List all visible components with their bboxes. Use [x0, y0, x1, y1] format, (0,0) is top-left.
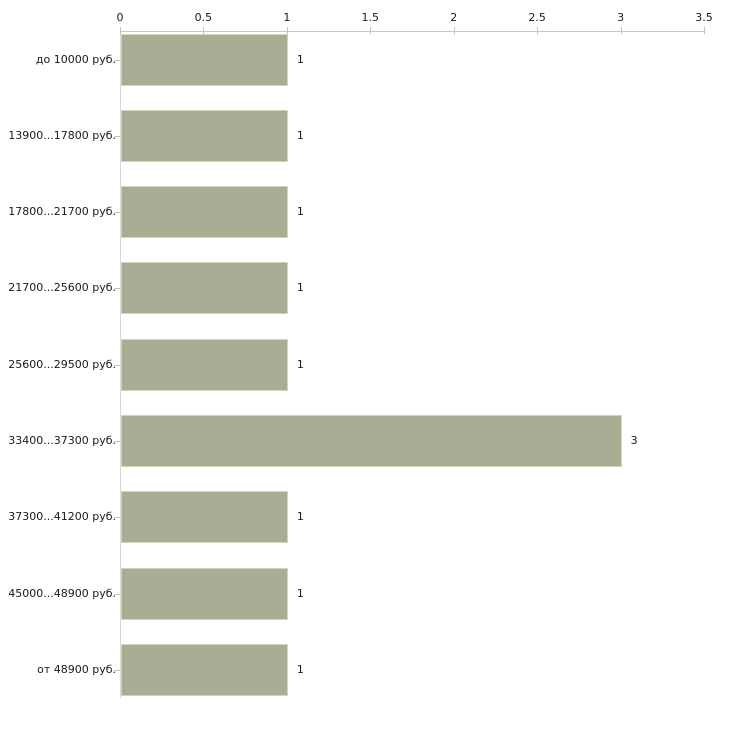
y-axis-tick — [114, 212, 120, 214]
x-axis-line — [120, 31, 705, 32]
value-label: 1 — [296, 128, 304, 142]
category-label: 21700...25600 руб. — [8, 281, 116, 295]
bar — [121, 491, 288, 544]
y-axis-tick — [114, 669, 120, 671]
y-axis-line — [120, 31, 121, 698]
bar — [121, 262, 288, 315]
category-label: 45000...48900 руб. — [8, 586, 116, 600]
y-axis-tick — [114, 593, 120, 595]
category-label: 25600...29500 руб. — [8, 357, 116, 371]
x-axis-tick-label: 1 — [283, 11, 291, 24]
value-label: 3 — [630, 434, 638, 447]
category-label: от 48900 руб. — [37, 662, 116, 676]
category-label: 17800...21700 руб. — [8, 205, 116, 219]
value-label: 1 — [296, 510, 304, 524]
x-axis-tick-label: 0.5 — [194, 11, 213, 24]
x-axis-tick — [203, 27, 205, 34]
x-axis-tick-label: 1.5 — [361, 11, 380, 24]
category-label: до 10000 руб. — [35, 52, 116, 66]
x-axis-tick — [286, 27, 288, 34]
category-label: 33400...37300 руб. — [8, 434, 116, 447]
x-axis-tick — [453, 27, 455, 34]
category-label: 37300...41200 руб. — [8, 510, 116, 524]
value-label: 1 — [296, 281, 304, 295]
value-label: 1 — [296, 52, 304, 66]
bar — [121, 33, 288, 86]
y-axis-tick — [114, 135, 120, 137]
bar — [121, 643, 288, 696]
value-label: 1 — [296, 205, 304, 219]
value-label: 1 — [296, 662, 304, 676]
bar — [121, 109, 288, 162]
y-axis-tick — [114, 364, 120, 366]
bar — [121, 338, 288, 391]
x-axis-tick-label: 0 — [116, 11, 124, 24]
x-axis-tick — [120, 27, 121, 34]
x-axis-tick — [370, 27, 372, 34]
x-axis-tick-label: 2 — [450, 11, 458, 24]
x-axis-tick-label: 2.5 — [528, 11, 546, 24]
bar — [121, 186, 288, 239]
y-axis-tick — [114, 517, 120, 519]
y-axis-tick — [114, 441, 120, 442]
x-axis-tick — [537, 27, 539, 34]
value-label: 1 — [296, 357, 304, 371]
x-axis-tick-label: 3 — [617, 11, 625, 24]
category-label: 13900...17800 руб. — [8, 128, 116, 142]
x-axis-tick — [620, 27, 622, 34]
y-axis-tick — [114, 288, 120, 290]
bar — [121, 567, 288, 620]
y-axis-tick — [114, 59, 120, 61]
x-axis-tick-label: 3.5 — [695, 11, 713, 24]
value-label: 1 — [296, 586, 304, 600]
bar — [121, 415, 622, 467]
x-axis-tick — [704, 27, 705, 34]
